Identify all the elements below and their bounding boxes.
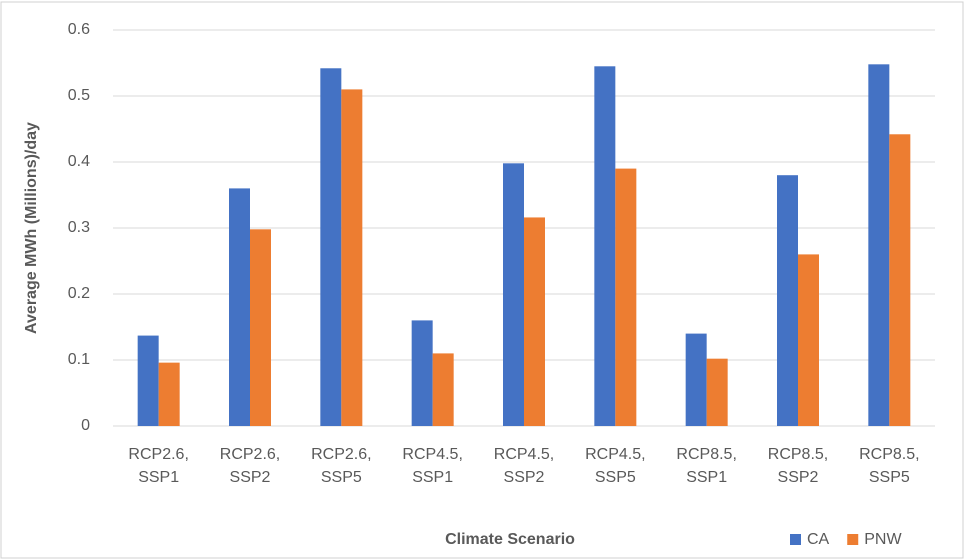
bar xyxy=(706,358,728,426)
bar xyxy=(158,362,180,426)
x-tick-label: RCP8.5, SSP5 xyxy=(859,446,920,486)
bar xyxy=(685,333,707,426)
x-tick-label: RCP4.5, SSP2 xyxy=(493,446,555,486)
x-tick-label: RCP4.5, SSP5 xyxy=(585,446,646,486)
x-tick-label: RCP8.5, SSP2 xyxy=(767,446,829,486)
bar xyxy=(320,68,342,426)
y-tick-label: 0.4 xyxy=(68,153,90,170)
x-tick-label: RCP4.5, SSP1 xyxy=(402,446,463,486)
y-tick-label: 0.6 xyxy=(68,21,90,38)
bar xyxy=(777,175,798,426)
y-axis-title: Average MWh (Millions)/day xyxy=(23,122,40,334)
y-tick-label: 0.1 xyxy=(68,351,90,368)
y-tick-label: 0.3 xyxy=(68,219,90,236)
bar xyxy=(137,335,159,426)
bar xyxy=(229,188,250,426)
legend-swatch xyxy=(790,534,801,545)
bar xyxy=(594,66,616,427)
bar xyxy=(411,320,433,426)
y-tick-label: 0.2 xyxy=(68,285,90,302)
legend-label: CA xyxy=(807,531,830,548)
legend-label: PNW xyxy=(864,531,902,548)
bar xyxy=(615,168,637,426)
bar xyxy=(341,89,363,427)
x-tick-label: RCP8.5, SSP1 xyxy=(676,446,737,486)
bar xyxy=(868,64,890,426)
bar xyxy=(503,163,524,426)
bar xyxy=(524,217,545,426)
bar xyxy=(432,353,454,426)
x-axis-title: Climate Scenario xyxy=(445,531,575,548)
bar xyxy=(889,134,911,426)
y-tick-label: 0 xyxy=(81,417,90,434)
y-tick-label: 0.5 xyxy=(68,87,90,104)
bar xyxy=(250,229,271,426)
x-tick-label: RCP2.6, SSP2 xyxy=(219,446,281,486)
x-tick-label: RCP2.6, SSP5 xyxy=(311,446,372,486)
bar xyxy=(798,254,819,426)
legend-swatch xyxy=(847,534,859,545)
x-tick-label: RCP2.6, SSP1 xyxy=(128,446,189,486)
